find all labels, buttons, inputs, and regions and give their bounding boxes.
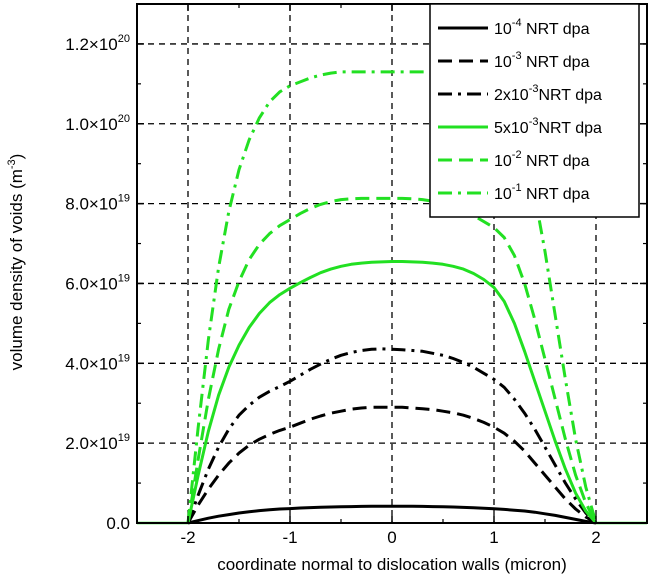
- y-tick-label: 8.0×1019: [65, 193, 130, 214]
- series-line-4: [186, 260, 598, 524]
- legend-box: [429, 3, 640, 218]
- y-tick-label: 4.0×1019: [65, 352, 130, 373]
- x-tick-label: 0: [387, 528, 396, 547]
- legend: 10-4 NRT dpa 10-3 NRT dpa 2x10-3NRT dpa 5x1…: [429, 3, 640, 218]
- grid-lines: [137, 4, 647, 523]
- y-tick-label: 0.0: [106, 514, 130, 533]
- y-tick-label: 1.0×1020: [65, 113, 130, 134]
- x-tick-label: 2: [591, 528, 600, 547]
- legend-label-1: 10-4 NRT dpa: [494, 17, 590, 38]
- series-line-2: [186, 405, 597, 525]
- legend-label-3: 2x10-3NRT dpa: [494, 83, 602, 104]
- y-tick-label: 6.0×1019: [65, 272, 130, 293]
- series-line-1: [187, 504, 597, 525]
- x-tick-label: -2: [180, 528, 195, 547]
- series-line-5: [186, 196, 598, 524]
- legend-label-6: 10-1 NRT dpa: [494, 182, 590, 203]
- legend-label-5: 10-2 NRT dpa: [494, 149, 590, 170]
- y-tick-label: 2.0×1019: [65, 432, 130, 453]
- series-line-3: [186, 347, 598, 525]
- y-axis-label: volume density of voids (m-3): [6, 154, 26, 371]
- x-tick-label: -1: [282, 528, 297, 547]
- legend-label-2: 10-3 NRT dpa: [494, 50, 590, 71]
- legend-label-4: 5x10-3NRT dpa: [494, 116, 602, 137]
- y-tick-label: 1.2×1020: [65, 33, 130, 54]
- x-tick-label: 1: [489, 528, 498, 547]
- axis-ticks: -2 -1 0 1 2 0.0 2.0×1019 4.0×1019 6.0×1019 8.0×10…: [65, 4, 648, 547]
- x-axis-label: coordinate normal to dislocation walls (…: [217, 555, 567, 574]
